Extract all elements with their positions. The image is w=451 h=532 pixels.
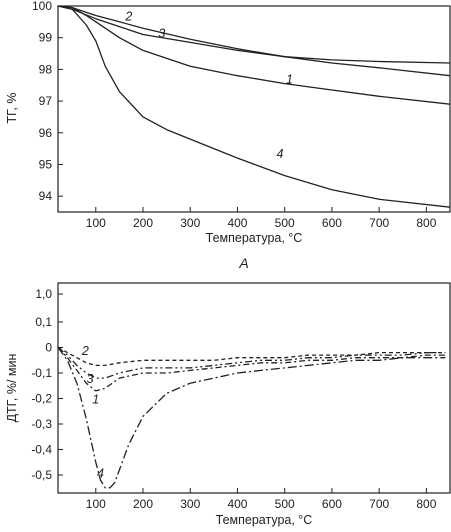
x-tick-label: 600: [322, 497, 342, 511]
series-line-2: [57, 346, 446, 367]
series-line-4: [57, 347, 446, 489]
y-tick-label: 99: [39, 31, 53, 45]
dtg-ylabel: ДТГ, %/ мин: [5, 353, 19, 422]
series-label-3: 3: [87, 372, 94, 386]
series-line-2: [57, 5, 451, 77]
y-tick-label: 0: [45, 341, 52, 355]
x-tick-label: 700: [369, 216, 389, 230]
y-tick-label: 95: [39, 157, 53, 171]
series-line-4: [57, 5, 451, 208]
series-line-1: [57, 347, 446, 392]
x-tick-label: 800: [416, 216, 436, 230]
dtg-axes: 100 200 300 400 500 600 700 800 1,0 0,1 0 -0,1 -0,2 -…: [31, 287, 436, 511]
series-label-3: 3: [158, 27, 165, 41]
x-tick-label: 800: [416, 497, 436, 511]
series-label-2: 2: [124, 9, 132, 23]
x-tick-label: 400: [227, 216, 247, 230]
x-tick-label: 300: [180, 497, 200, 511]
y-tick-label: 0,1: [35, 315, 52, 329]
tg-chart: 100 200 300 400 500 600 700 800 94 95 96 97 98 99100 …: [5, 0, 451, 245]
y-tick-label: 94: [39, 189, 53, 203]
dtg-plot-frame: [57, 282, 451, 494]
y-tick-label: 100: [32, 0, 52, 13]
tg-series: 1 2 3 4: [57, 5, 451, 208]
panel-label-a: A: [238, 255, 248, 271]
y-tick-label: -0,3: [31, 417, 52, 431]
y-tick-label: 96: [39, 126, 53, 140]
y-tick-label: -0,1: [31, 366, 52, 380]
y-tick-label: -0,2: [31, 392, 52, 406]
x-tick-label: 100: [86, 216, 106, 230]
dtg-chart: 100 200 300 400 500 600 700 800 1,0 0,1 0 -0,1 -0,2 -…: [5, 282, 451, 527]
x-tick-label: 200: [133, 497, 153, 511]
series-label-2: 2: [81, 344, 89, 358]
y-tick-label: 1,0: [35, 287, 52, 301]
x-tick-label: 200: [133, 216, 153, 230]
series-label-1: 1: [286, 73, 293, 87]
x-tick-label: 400: [227, 497, 247, 511]
series-line-3: [57, 5, 451, 64]
y-tick-label: -0,5: [31, 468, 52, 482]
dtg-xlabel: Температура, °C: [216, 513, 313, 527]
x-tick-label: 500: [275, 497, 295, 511]
tg-xlabel: Температура, °C: [206, 231, 303, 245]
series-label-4: 4: [97, 467, 104, 481]
x-tick-label: 700: [369, 497, 389, 511]
y-tick-label: 97: [39, 94, 53, 108]
x-tick-label: 100: [86, 497, 106, 511]
tg-axes: 100 200 300 400 500 600 700 800 94 95 96 97 98 99 100: [32, 0, 437, 230]
x-tick-label: 300: [180, 216, 200, 230]
series-label-4: 4: [276, 147, 283, 161]
x-tick-label: 600: [322, 216, 342, 230]
y-tick-label: -0,4: [31, 443, 52, 457]
tg-plot-frame: [57, 5, 451, 213]
x-tick-label: 500: [275, 216, 295, 230]
series-label-1: 1: [92, 393, 99, 407]
tg-ylabel: ТГ, %: [5, 93, 19, 124]
dtg-series: 1 2 3 4: [57, 344, 446, 489]
y-tick-label: 98: [39, 62, 53, 76]
series-line-3: [57, 346, 446, 379]
